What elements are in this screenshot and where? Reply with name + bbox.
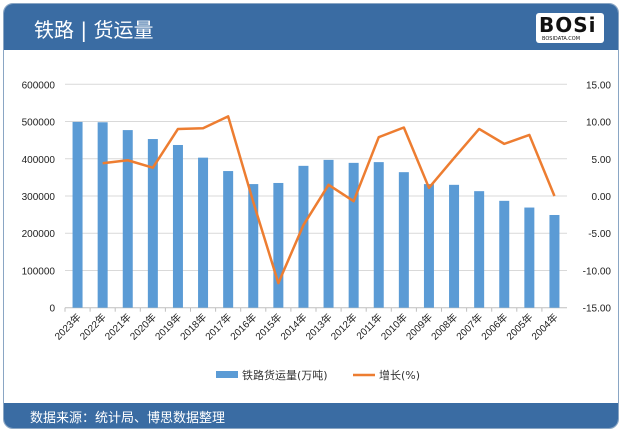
y-left-tick-label: 300000 bbox=[22, 192, 56, 203]
bar bbox=[72, 121, 83, 308]
x-tick-label: 2005年 bbox=[503, 311, 535, 343]
x-tick-label: 2018年 bbox=[177, 311, 209, 343]
bar bbox=[223, 171, 234, 308]
legend-bar-label: 铁路货运量(万吨) bbox=[242, 368, 328, 382]
x-tick-label: 2021年 bbox=[102, 311, 134, 343]
y-left-tick-label: 500000 bbox=[22, 118, 56, 129]
y-right-tick-label: 10.00 bbox=[586, 118, 611, 129]
y-right-tick-label: 0.00 bbox=[592, 192, 612, 203]
bar bbox=[449, 184, 460, 308]
x-tick-label: 2009年 bbox=[403, 311, 435, 343]
x-tick-label: 2013年 bbox=[303, 311, 335, 343]
bar bbox=[348, 162, 359, 308]
bar bbox=[474, 191, 485, 308]
bar bbox=[323, 159, 334, 308]
x-tick-label: 2012年 bbox=[328, 311, 360, 343]
bar bbox=[248, 184, 259, 308]
bosi-logo: BOSi BOSIDATA.COM bbox=[536, 13, 604, 43]
y-right-tick-label: -10.00 bbox=[583, 266, 612, 277]
x-tick-label: 2015年 bbox=[252, 311, 284, 343]
bar bbox=[97, 122, 108, 308]
y-right-tick-label: 5.00 bbox=[592, 155, 612, 166]
x-tick-label: 2022年 bbox=[77, 311, 109, 343]
x-tick-label: 2014年 bbox=[278, 311, 310, 343]
legend-bar-swatch bbox=[216, 371, 238, 378]
bar bbox=[172, 144, 183, 308]
bar bbox=[423, 184, 434, 308]
bar bbox=[122, 130, 133, 308]
x-tick-label: 2004年 bbox=[529, 311, 561, 343]
bar bbox=[147, 139, 158, 308]
legend-line-label: 增长(%) bbox=[379, 368, 420, 382]
y-right-tick-label: -15.00 bbox=[583, 304, 612, 315]
x-tick-label: 2019年 bbox=[152, 311, 184, 343]
page-title: 铁路 | 货运量 bbox=[34, 18, 154, 42]
x-tick-label: 2010年 bbox=[378, 311, 410, 343]
x-tick-label: 2017年 bbox=[202, 311, 234, 343]
bar bbox=[373, 162, 384, 308]
y-right-tick-label: -5.00 bbox=[588, 229, 611, 240]
y-left-tick-label: 600000 bbox=[22, 80, 56, 91]
y-left-tick-label: 100000 bbox=[22, 266, 56, 277]
y-left-tick-label: 0 bbox=[49, 304, 55, 315]
x-tick-label: 2023年 bbox=[52, 311, 84, 343]
header-bar: 铁路 | 货运量 BOSi BOSIDATA.COM bbox=[4, 4, 618, 50]
x-tick-label: 2016年 bbox=[227, 311, 259, 343]
logo-subtext: BOSIDATA.COM bbox=[542, 36, 581, 42]
data-source: 数据来源：统计局、博思数据整理 bbox=[30, 411, 226, 426]
x-tick-label: 2008年 bbox=[428, 311, 460, 343]
x-tick-label: 2007年 bbox=[453, 311, 485, 343]
bar bbox=[524, 207, 535, 308]
footer-bar: 数据来源：统计局、博思数据整理 bbox=[4, 403, 618, 428]
y-left-tick-label: 400000 bbox=[22, 155, 56, 166]
logo-text: BOSi bbox=[539, 13, 597, 37]
bar bbox=[298, 165, 309, 308]
y-right-tick-label: 15.00 bbox=[586, 80, 611, 91]
bar bbox=[398, 172, 409, 308]
bar bbox=[549, 214, 560, 308]
bar bbox=[198, 157, 209, 308]
y-left-tick-label: 200000 bbox=[22, 229, 56, 240]
bar bbox=[499, 200, 510, 308]
x-tick-label: 2011年 bbox=[353, 311, 384, 342]
bar bbox=[273, 182, 284, 308]
x-tick-label: 2020年 bbox=[127, 311, 159, 343]
x-tick-label: 2006年 bbox=[478, 311, 510, 343]
